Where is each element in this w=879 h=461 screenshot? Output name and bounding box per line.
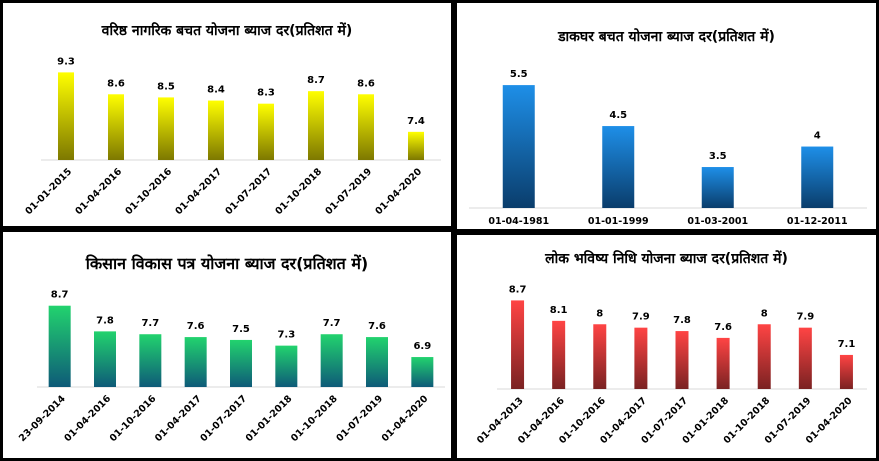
data-label: 8 — [596, 308, 603, 319]
data-label: 7.8 — [673, 315, 691, 326]
data-label: 7.4 — [407, 116, 425, 127]
bar — [552, 320, 566, 389]
bar — [308, 91, 324, 160]
x-tick-label: 01-10-2016 — [108, 393, 159, 444]
bar — [675, 331, 689, 389]
bar — [184, 337, 207, 387]
data-label: 3.5 — [709, 151, 727, 162]
data-label: 7.8 — [96, 315, 114, 326]
data-label: 8.4 — [207, 85, 225, 96]
x-tick-label: 01-04-2017 — [153, 393, 204, 444]
x-tick-label: 01-03-2001 — [687, 216, 748, 227]
x-tick-label: 01-01-2015 — [23, 166, 74, 217]
bar — [798, 327, 812, 389]
data-label: 7.1 — [838, 339, 856, 350]
data-label: 4.5 — [609, 110, 627, 121]
data-label: 7.6 — [714, 322, 732, 333]
data-label: 5.5 — [510, 69, 528, 80]
chart-title: किसान विकास पत्र योजना ब्याज दर(प्रतिशत … — [85, 254, 369, 273]
x-tick-label: 01-07-2019 — [323, 166, 374, 217]
bar — [320, 334, 343, 387]
chart-plot: 5.5 01-04-1981 4.5 01-01-1999 3.5 01-03-2001 4… — [469, 69, 867, 227]
bar — [593, 324, 607, 389]
data-label: 7.9 — [796, 312, 814, 323]
bar — [48, 305, 71, 387]
x-tick-label: 01-10-2016 — [123, 166, 174, 217]
data-label: 6.9 — [413, 341, 431, 352]
bar — [358, 94, 374, 160]
data-label: 8.3 — [257, 88, 275, 99]
bar — [511, 300, 525, 389]
bar — [139, 334, 162, 387]
data-label: 7.3 — [277, 330, 295, 341]
chart-title: वरिष्ठ नागरिक बचत योजना ब्याज दर(प्रतिशत… — [101, 23, 353, 39]
x-tick-label: 01-07-2019 — [334, 393, 385, 444]
data-label: 8.7 — [307, 75, 325, 86]
chart-plot: 9.3 01-01-2015 8.6 01-04-2016 8.5 01-10-2016 8… — [23, 56, 441, 217]
x-tick-label: 01-01-1999 — [588, 216, 649, 227]
bar — [801, 146, 834, 208]
bar — [602, 126, 635, 208]
chart-title: लोक भविष्य निधि योजना ब्याज दर(प्रतिशत म… — [545, 251, 788, 267]
chart-title: डाकघर बचत योजना ब्याज दर(प्रतिशत में) — [558, 29, 775, 45]
x-tick-label: 01-04-2020 — [380, 393, 431, 444]
data-label: 7.7 — [141, 318, 159, 329]
bar — [366, 337, 388, 387]
chart-plot: 8.7 23-09-2014 7.8 01-04-2016 7.7 01-10-2016 7… — [17, 290, 445, 444]
data-label: 8.6 — [107, 78, 125, 89]
x-tick-label: 01-07-2017 — [198, 393, 249, 444]
bar — [58, 72, 74, 160]
bar — [757, 324, 771, 389]
x-tick-label: 01-04-2016 — [73, 166, 124, 217]
data-label: 8.7 — [51, 290, 69, 301]
x-tick-label: 01-04-2020 — [373, 166, 424, 217]
data-label: 8.7 — [509, 284, 527, 295]
bar — [108, 94, 124, 160]
data-label: 7.9 — [632, 312, 650, 323]
data-label: 7.7 — [323, 318, 341, 329]
x-tick-label: 01-12-2011 — [787, 216, 848, 227]
bar — [716, 337, 730, 389]
bar — [94, 331, 116, 387]
bar — [230, 339, 252, 387]
data-label: 7.6 — [368, 321, 386, 332]
x-tick-label: 01-04-2017 — [173, 166, 224, 217]
chart-panel-post-office-savings: डाकघर बचत योजना ब्याज दर(प्रतिशत में) 5.… — [454, 0, 879, 232]
bar — [839, 354, 853, 389]
bar — [411, 357, 434, 387]
bar — [275, 345, 298, 387]
chart-panel-kisan-vikas-patra: किसान विकास पत्र योजना ब्याज दर(प्रतिशत … — [0, 229, 454, 461]
bar — [634, 327, 648, 389]
x-tick-label: 01-10-2018 — [289, 393, 340, 444]
bar — [208, 100, 224, 160]
chart-plot: 8.701-04-20138.101-04-2016801-10-20167.9… — [475, 284, 867, 446]
bar — [502, 85, 535, 208]
chart-panel-senior-citizen: वरिष्ठ नागरिक बचत योजना ब्याज दर(प्रतिशत… — [0, 0, 454, 229]
bar — [701, 167, 734, 208]
data-label: 9.3 — [57, 56, 75, 67]
data-label: 8.6 — [357, 78, 375, 89]
x-tick-label: 01-10-2018 — [273, 166, 324, 217]
x-tick-label: 01-04-2016 — [62, 393, 113, 444]
data-label: 7.5 — [232, 324, 250, 335]
data-label: 8.5 — [157, 81, 175, 92]
data-label: 8 — [761, 308, 768, 319]
x-tick-label: 23-09-2014 — [17, 393, 68, 444]
x-tick-label: 01-07-2017 — [223, 166, 274, 217]
bar — [258, 103, 274, 160]
data-label: 8.1 — [550, 305, 568, 316]
chart-panel-public-provident-fund: लोक भविष्य निधि योजना ब्याज दर(प्रतिशत म… — [454, 232, 879, 461]
bar — [158, 97, 174, 160]
data-label: 4 — [814, 131, 821, 142]
bar — [408, 131, 424, 160]
data-label: 7.6 — [187, 321, 205, 332]
x-tick-label: 01-01-2018 — [244, 393, 295, 444]
x-tick-label: 01-04-1981 — [488, 216, 549, 227]
